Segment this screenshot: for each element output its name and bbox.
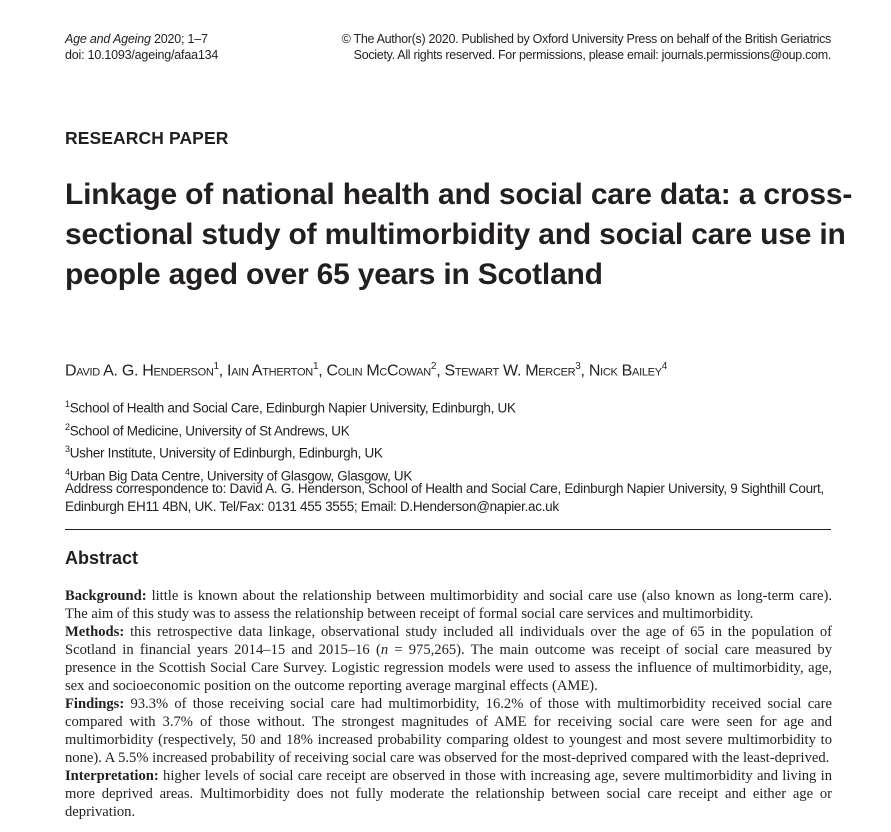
- journal-year-pages: 2020; 1–7: [150, 32, 208, 46]
- abstract-background: Background: little is known about the re…: [65, 587, 832, 623]
- author-list: David A. G. Henderson1, Iain Atherton1, …: [65, 357, 667, 381]
- affiliation-number: 3: [65, 444, 70, 454]
- author-affiliation-marker: 1: [213, 361, 219, 372]
- affiliation-number: 4: [65, 466, 70, 477]
- affiliation: 1School of Health and Social Care, Edinb…: [65, 395, 516, 418]
- author-affiliation-marker: 4: [661, 361, 668, 372]
- section-divider: [65, 529, 831, 530]
- doi[interactable]: doi: 10.1093/ageing/afaa134: [65, 48, 219, 62]
- copyright-notice: © The Author(s) 2020. Published by Oxfor…: [271, 31, 832, 63]
- author-affiliation-marker: 2: [430, 361, 437, 372]
- background-label: Background:: [65, 588, 147, 604]
- affiliation-text: Urban Big Data Centre, University of Gla…: [69, 468, 413, 483]
- methods-text-b: = 975,265). The main outcome was receipt…: [65, 642, 833, 694]
- abstract-interpretation: Interpretation: higher levels of social …: [65, 767, 832, 821]
- journal-name: Age and Ageing: [65, 32, 151, 46]
- author-affiliation-marker: 1: [312, 361, 319, 372]
- author-name: David A. G. Henderson: [65, 362, 214, 380]
- affiliation: 2School of Medicine, University of St An…: [65, 418, 516, 441]
- copyright-line-1: © The Author(s) 2020. Published by Oxfor…: [341, 32, 832, 46]
- affiliation-number: 1: [65, 399, 70, 409]
- affiliation: 3Usher Institute, University of Edinburg…: [65, 440, 516, 463]
- author-separator: ,: [580, 362, 589, 380]
- author-affiliation-marker: 3: [575, 361, 581, 372]
- interpretation-text: higher levels of social care receipt are…: [65, 768, 832, 820]
- affiliation-text: School of Health and Social Care, Edinbu…: [69, 400, 516, 416]
- affiliation-text: Usher Institute, University of Edinburgh…: [69, 445, 383, 461]
- abstract-body: Background: little is known about the re…: [65, 587, 832, 821]
- affiliation-text: School of Medicine, University of St And…: [69, 423, 350, 438]
- author-separator: ,: [318, 362, 327, 380]
- methods-n: n: [380, 642, 389, 658]
- author-name: Stewart W. Mercer: [444, 362, 576, 380]
- affiliation-list: 1School of Health and Social Care, Edinb…: [65, 395, 516, 485]
- journal-citation: Age and Ageing 2020; 1–7 doi: 10.1093/ag…: [65, 31, 218, 63]
- copyright-line-2: Society. All rights reserved. For permis…: [353, 48, 832, 62]
- methods-text-a: this retrospective data linkage, observa…: [65, 624, 832, 658]
- affiliation: 4Urban Big Data Centre, University of Gl…: [65, 463, 516, 486]
- abstract-findings: Findings: 93.3% of those receiving socia…: [65, 695, 832, 767]
- paper-type: RESEARCH PAPER: [65, 128, 229, 148]
- interpretation-label: Interpretation:: [65, 768, 159, 784]
- methods-label: Methods:: [65, 624, 125, 640]
- findings-text: 93.3% of those receiving social care had…: [65, 696, 832, 766]
- abstract-heading: Abstract: [65, 548, 139, 568]
- author-separator: ,: [436, 362, 445, 380]
- affiliation-number: 2: [65, 421, 70, 432]
- findings-label: Findings:: [65, 696, 125, 712]
- author-separator: ,: [218, 362, 228, 380]
- abstract-methods: Methods: this retrospective data linkage…: [65, 623, 832, 695]
- author-name: Colin McCowan: [326, 362, 432, 380]
- background-text: little is known about the relationship b…: [65, 588, 832, 622]
- correspondence-address: Address correspondence to: David A. G. H…: [65, 481, 824, 514]
- paper-title: Linkage of national health and social ca…: [65, 178, 853, 291]
- author-name: Iain Atherton: [227, 362, 313, 380]
- author-name: Nick Bailey: [588, 362, 662, 380]
